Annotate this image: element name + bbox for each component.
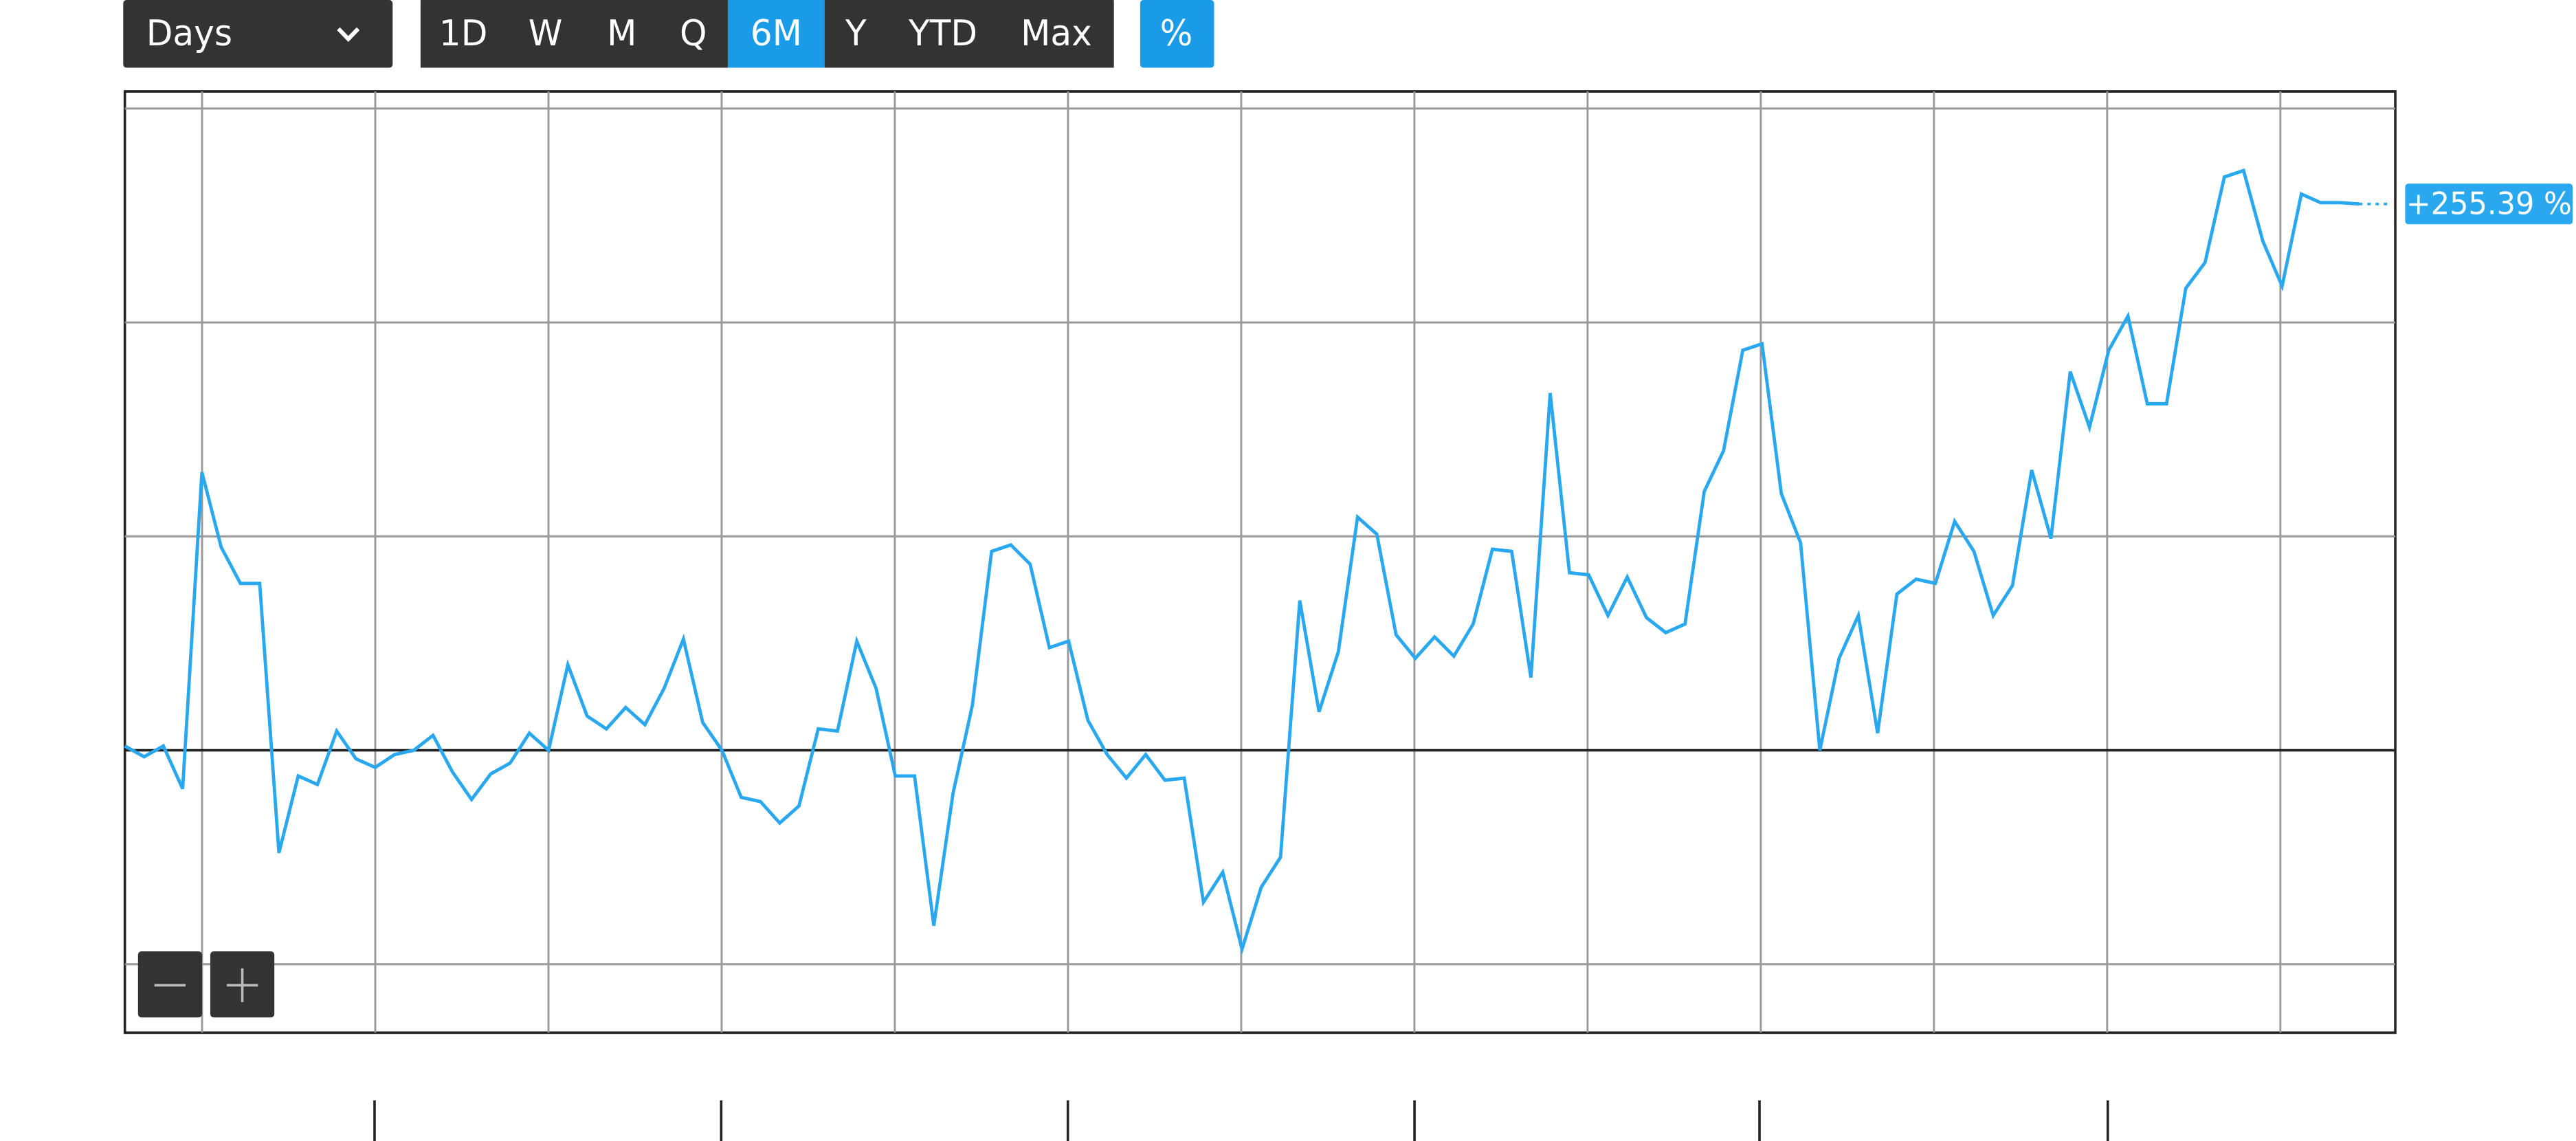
range-label: W	[529, 13, 563, 54]
interval-dropdown[interactable]	[123, 0, 393, 68]
range-button[interactable]	[506, 0, 585, 68]
plot-frame	[123, 90, 2397, 1034]
vertical-grid	[201, 91, 2282, 1033]
interval-label: Days	[146, 13, 232, 54]
price-line	[124, 168, 2360, 955]
last-value-label: +255.39 %	[2406, 186, 2572, 222]
percent-label: %	[1160, 13, 1193, 54]
percent-button[interactable]	[1140, 0, 1214, 68]
range-button[interactable]	[658, 0, 728, 68]
last-value-badge	[2405, 184, 2573, 225]
range-buttons: 1D W M Q 6M Y YTD Max	[420, 0, 1114, 68]
zoom-in-icon	[226, 968, 258, 1003]
range-button[interactable]	[420, 0, 507, 68]
range-button[interactable]	[727, 0, 825, 68]
range-label: YTD	[908, 13, 977, 54]
dropdown-chevron	[337, 27, 360, 43]
bottom-ticks	[373, 1100, 2109, 1141]
range-label: Max	[1021, 13, 1092, 54]
range-label: 6M	[751, 13, 802, 54]
range-label: Q	[680, 13, 707, 54]
range-label: 1D	[439, 13, 488, 54]
range-button[interactable]	[999, 0, 1114, 68]
plot: +255.39 %	[124, 107, 2573, 966]
range-label: M	[607, 13, 636, 54]
range-button[interactable]	[887, 0, 999, 68]
range-label: Y	[845, 13, 867, 54]
range-button[interactable]	[824, 0, 887, 68]
range-button[interactable]	[584, 0, 659, 68]
